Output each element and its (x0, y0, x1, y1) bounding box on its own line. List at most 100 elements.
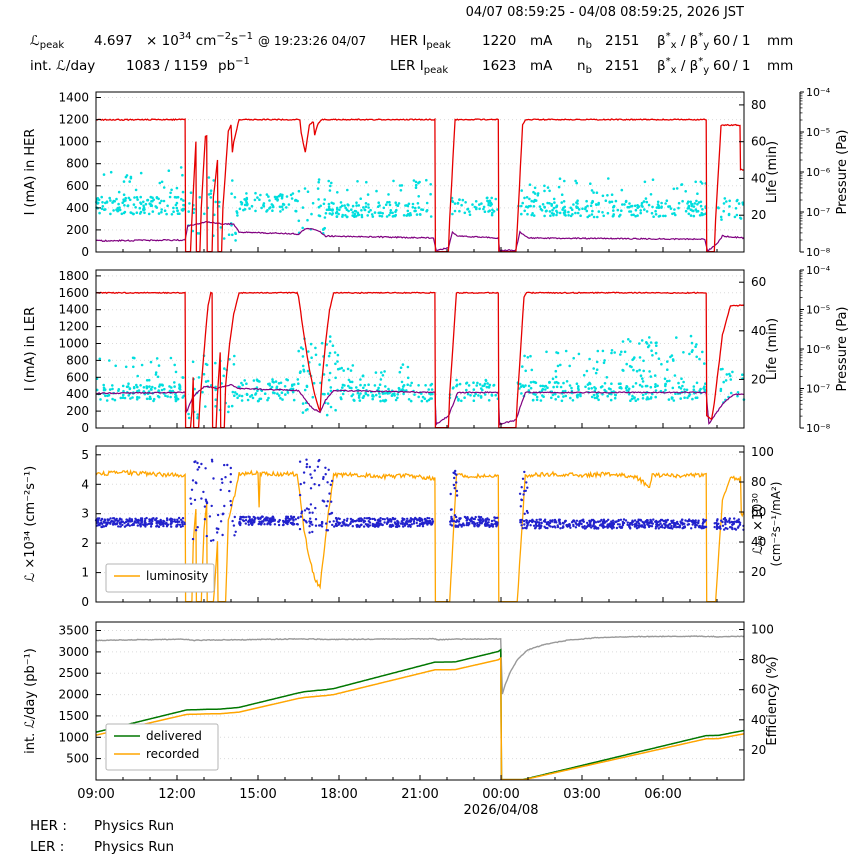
svg-text:60: 60 (751, 505, 766, 519)
intlum-value: 1083 / 1159 (126, 58, 208, 74)
lpeak-timestamp: @ 19:23:26 04/07 (258, 34, 367, 48)
svg-text:600: 600 (66, 179, 89, 193)
svg-text:1000: 1000 (58, 730, 89, 744)
panel-luminosity: 0 1 2 3 4 5 20 40 60 80 100 ℒ ×10³⁴ (cm⁻²s⁻¹) ℒₛₚ ×1… (23, 445, 783, 609)
tick-marks (95, 275, 745, 429)
integrated-luminosity-legend: delivered recorded (105, 723, 219, 771)
her-beta-y-value: / 1 (733, 33, 751, 49)
luminosity-right-axis-label-2: (cm⁻²s⁻¹/mA²) (769, 482, 783, 567)
her-current-line (95, 117, 745, 253)
svg-text:0: 0 (81, 245, 89, 259)
svg-text:20: 20 (751, 372, 766, 386)
header-row-1: ℒpeak 4.697 × 1034 cm−2s−1 @ 19:23:26 04/07… (30, 31, 824, 51)
efficiency-line (95, 635, 745, 695)
svg-text:200: 200 (66, 223, 89, 237)
svg-text:400: 400 (66, 387, 89, 401)
svg-text:1000: 1000 (58, 135, 89, 149)
svg-text:10⁻⁵: 10⁻⁵ (806, 126, 830, 139)
her-mode-label: HER : (30, 818, 67, 834)
luminosity-legend: luminosity (105, 563, 215, 593)
svg-text:40: 40 (751, 535, 766, 549)
svg-text:1600: 1600 (58, 286, 89, 300)
her-beta-unit: mm (767, 33, 794, 49)
svg-text:21:00: 21:00 (401, 787, 438, 802)
her-beta-x-value: 60 (713, 33, 731, 49)
ler-mode-label: LER : (30, 839, 65, 855)
svg-text:1: 1 (81, 566, 89, 580)
svg-text:1200: 1200 (58, 320, 89, 334)
svg-text:10⁻⁷: 10⁻⁷ (806, 383, 830, 396)
svg-text:4: 4 (81, 477, 89, 491)
svg-text:1200: 1200 (58, 113, 89, 127)
run-mode-footer: HER : Physics Run LER : Physics Run (30, 816, 174, 858)
svg-text:1400: 1400 (58, 91, 89, 105)
intlum-label: int. ℒ/day (30, 58, 96, 74)
tick-marks (95, 97, 745, 253)
ler-pressure-line (95, 383, 745, 427)
left-tick-labels: 0 200 400 600 800 1000 1200 1400 (58, 91, 89, 260)
lpeak-row: ℒpeak 4.697 × 1034 cm−2s−1 @ 19:23:26 04/07 (30, 31, 390, 51)
her-nb-label: nb (577, 33, 592, 51)
ler-beta-y-value: / 1 (733, 58, 751, 74)
svg-text:20: 20 (751, 743, 766, 757)
svg-text:60: 60 (751, 135, 766, 149)
svg-text:10⁻⁶: 10⁻⁶ (806, 343, 831, 356)
right-tick-labels: 20 40 60 80 (751, 98, 766, 222)
svg-text:20: 20 (751, 208, 766, 222)
svg-text:2: 2 (81, 536, 89, 550)
header-row-2: int. ℒ/day 1083 / 1159 pb−1 LER Ipeak 1623 m… (30, 56, 824, 76)
svg-text:10⁻⁴: 10⁻⁴ (806, 264, 831, 277)
svg-text:800: 800 (66, 353, 89, 367)
legend-label: luminosity (146, 569, 208, 583)
her-right-axis-label: Life (min) (765, 141, 780, 203)
her-left-axis-label: I (mA) in HER (23, 129, 38, 216)
svg-text:1500: 1500 (58, 709, 89, 723)
luminosity-left-axis-label: ℒ ×10³⁴ (cm⁻²s⁻¹) (23, 466, 38, 582)
her-beta-label: β*x / β*y (657, 31, 710, 51)
svg-text:40: 40 (751, 713, 766, 727)
right-tick-labels: 20 40 60 (751, 275, 766, 386)
svg-text:60: 60 (751, 275, 766, 289)
svg-text:10⁻⁴: 10⁻⁴ (806, 86, 831, 99)
ler-right-axis-label: Life (min) (765, 318, 780, 380)
svg-text:3: 3 (81, 507, 89, 521)
legend-label: delivered (146, 729, 202, 743)
lpeak-units: × 1034 cm−2s−1 (146, 31, 253, 49)
x-axis-labels: 09:00 12:00 15:00 18:00 21:00 00:00 03:00 06:00 (77, 787, 681, 802)
right-tick-labels: 20 40 60 80 100 (751, 623, 774, 757)
svg-text:1000: 1000 (58, 337, 89, 351)
svg-text:0: 0 (81, 421, 89, 435)
her-nb-value: 2151 (605, 33, 640, 49)
panel-her: 02004006008001000120014002040608010⁻⁴10⁻… (23, 86, 850, 259)
intlum-row: int. ℒ/day 1083 / 1159 pb−1 (30, 56, 390, 74)
panel-ler: 0 200 400 600 800 1000 1200 1400 1600 1800 20 40 60 1… (23, 264, 850, 435)
her-pressure-line (95, 220, 745, 252)
svg-text:10⁻⁶: 10⁻⁶ (806, 166, 831, 179)
ler-ipeak-unit: mA (530, 58, 553, 74)
svg-text:00:00: 00:00 (482, 787, 519, 802)
ler-beta-x-value: 60 (713, 58, 731, 74)
lpeak-value: 4.697 (94, 33, 133, 49)
svg-text:15:00: 15:00 (239, 787, 276, 802)
her-ipeak-value: 1220 (482, 33, 517, 49)
left-tick-labels: 0 1 2 3 4 5 (81, 448, 89, 609)
svg-text:2500: 2500 (58, 666, 89, 680)
legend-label: recorded (146, 747, 199, 761)
ler-ipeak-value: 1623 (482, 58, 517, 74)
svg-text:1400: 1400 (58, 303, 89, 317)
svg-text:18:00: 18:00 (320, 787, 357, 802)
svg-text:5: 5 (81, 448, 89, 462)
gridlines (96, 630, 744, 760)
ler-current-line (95, 291, 745, 429)
svg-text:2000: 2000 (58, 688, 89, 702)
tick-marks (95, 629, 745, 780)
svg-text:0: 0 (81, 595, 89, 609)
ler-mode-value: Physics Run (94, 839, 175, 855)
svg-text:80: 80 (751, 475, 766, 489)
ler-beta-unit: mm (767, 58, 794, 74)
svg-text:10⁻⁷: 10⁻⁷ (806, 206, 830, 219)
recorded-line (95, 656, 745, 781)
svg-text:10⁻⁸: 10⁻⁸ (806, 246, 831, 259)
integrated-luminosity-right-axis-label: Efficiency (%) (765, 656, 780, 745)
